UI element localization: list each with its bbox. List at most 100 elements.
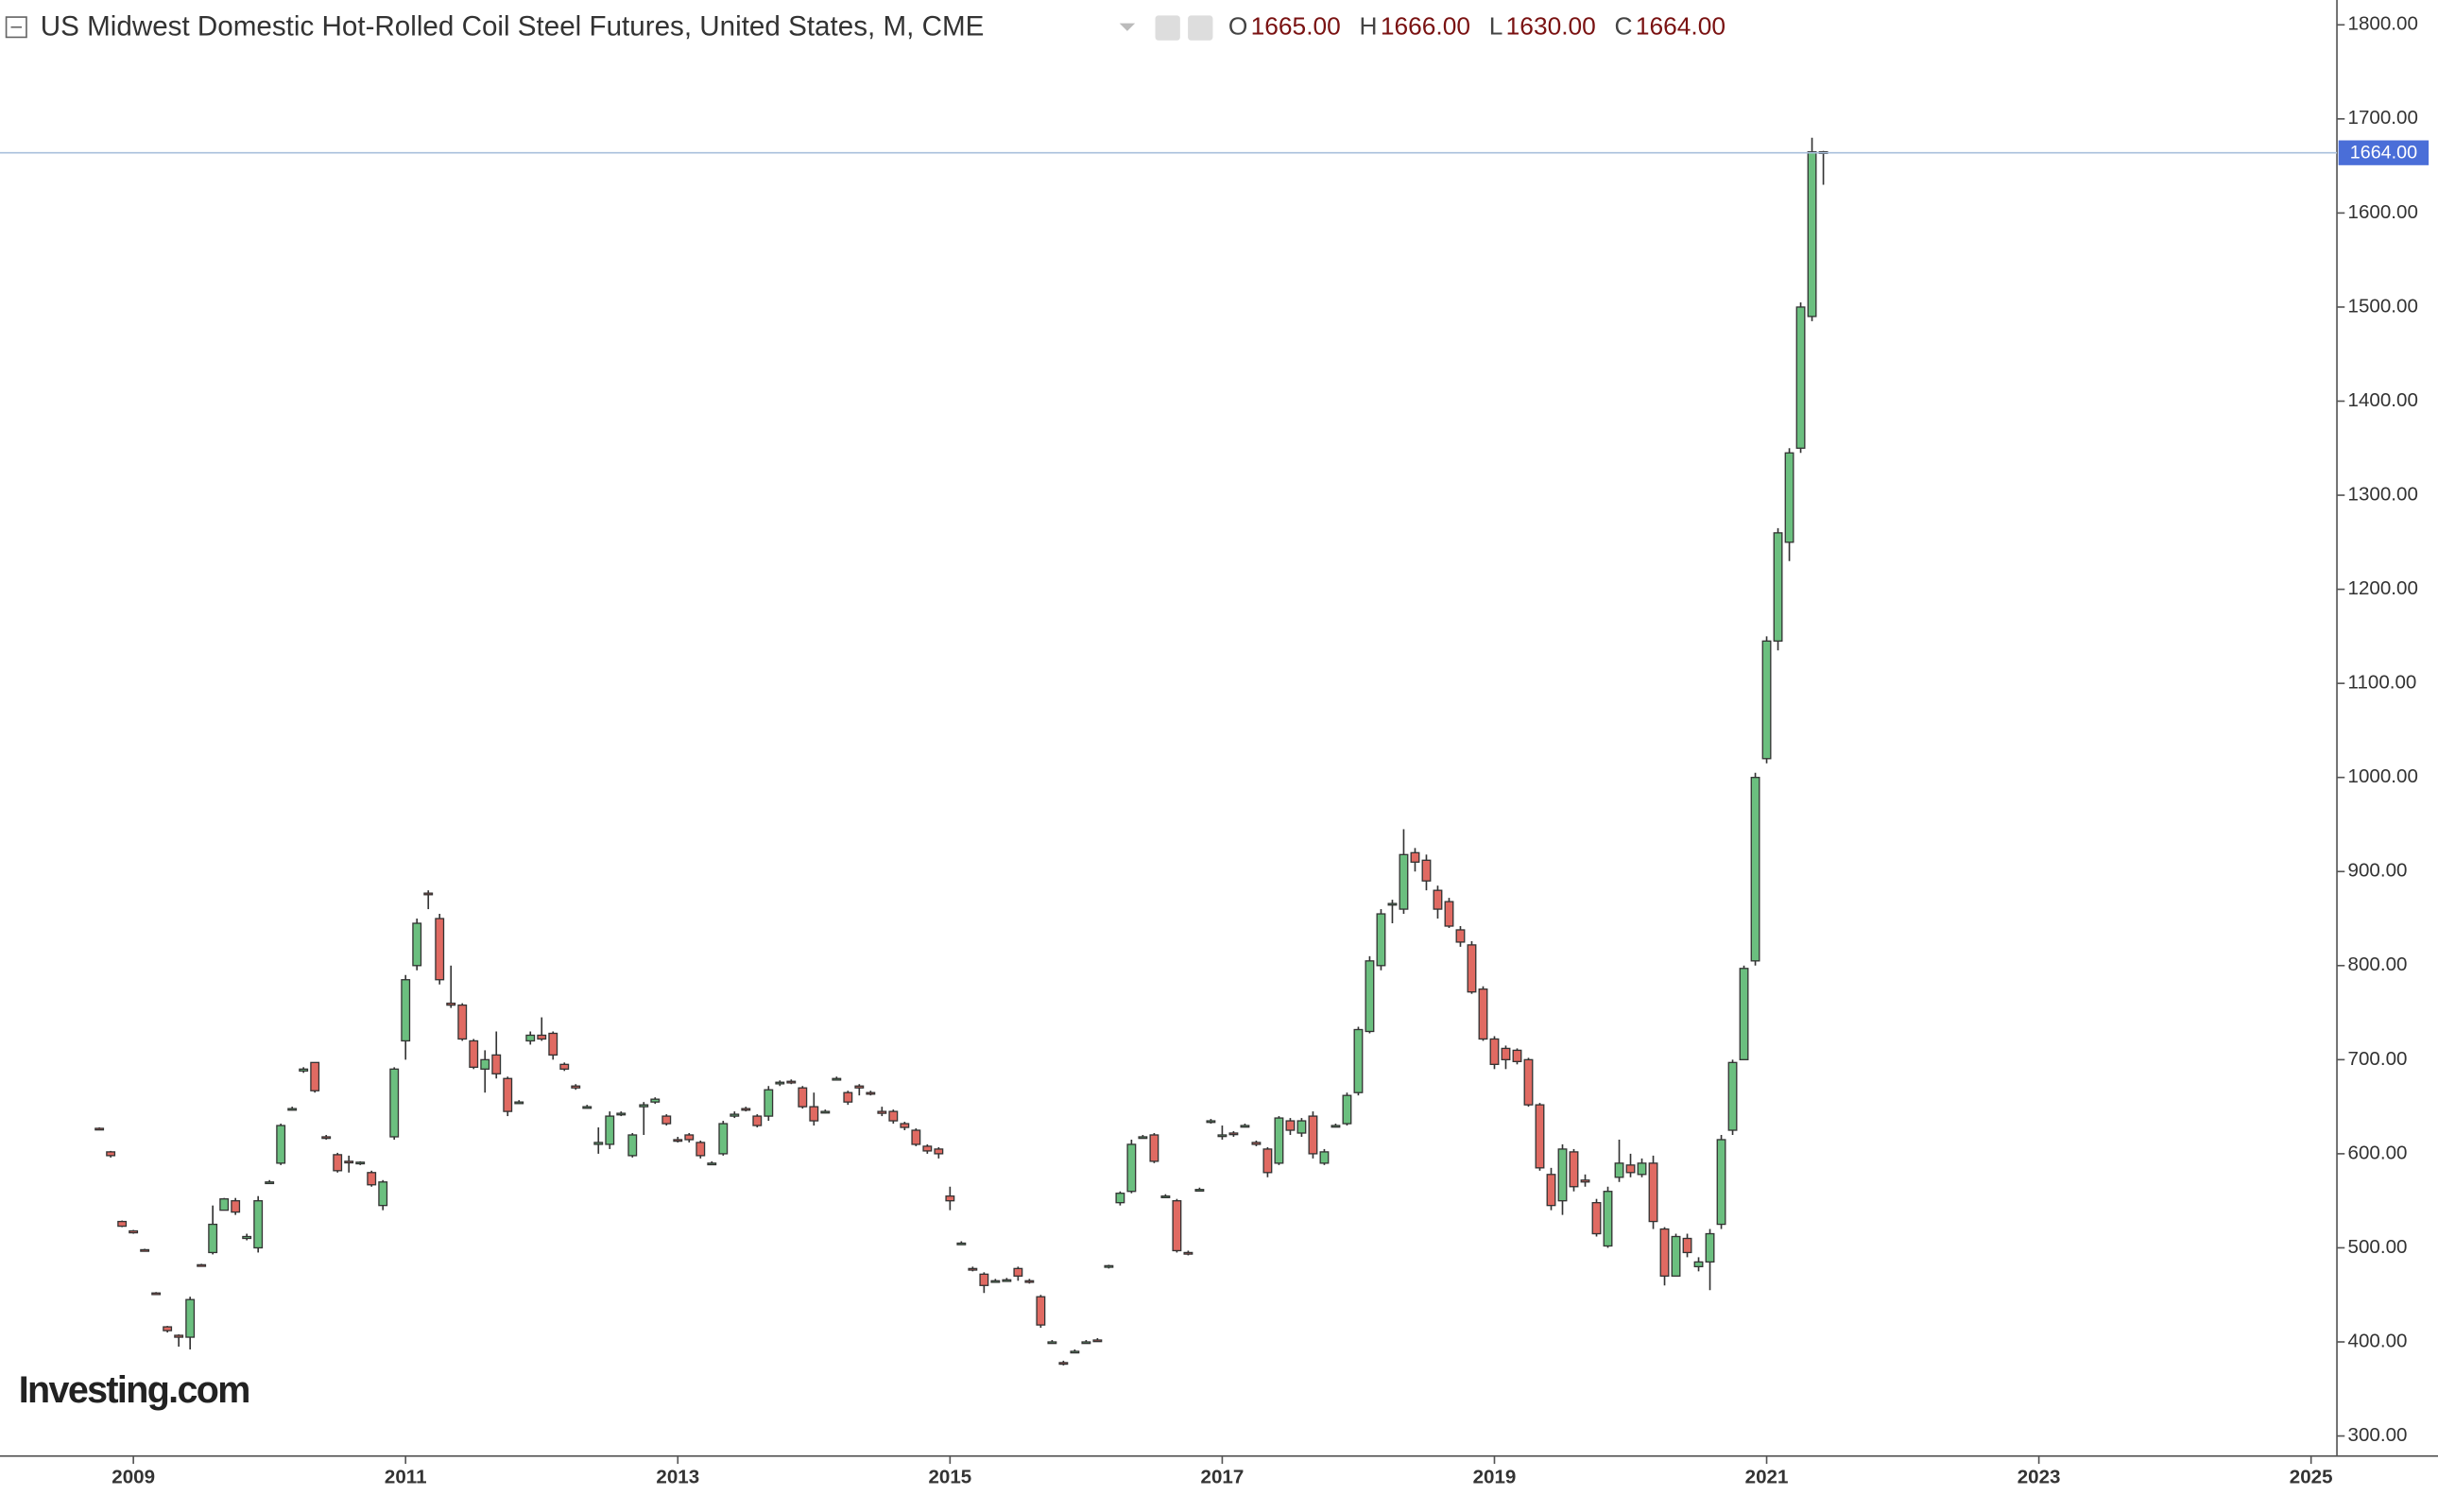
y-tick-label: 1800.00: [2348, 13, 2418, 35]
candle-body: [1603, 1191, 1613, 1247]
candle-body: [832, 1077, 842, 1081]
candle-body: [1773, 532, 1783, 643]
visibility-button[interactable]: [1155, 15, 1180, 41]
candle-body: [752, 1115, 763, 1126]
settings-button[interactable]: [1188, 15, 1213, 41]
candle-body: [707, 1162, 717, 1166]
candle-body: [741, 1108, 751, 1111]
candle-body: [151, 1292, 162, 1296]
candle-body: [1274, 1117, 1284, 1164]
candle-body: [650, 1098, 661, 1103]
candle-body: [1047, 1341, 1057, 1345]
candle-body: [1228, 1132, 1239, 1136]
candle-body: [446, 1002, 456, 1006]
candle-body: [1433, 889, 1443, 910]
candle-body: [1523, 1058, 1534, 1106]
candle-body: [1251, 1142, 1262, 1145]
candle-body: [163, 1326, 173, 1332]
candle-body: [469, 1040, 479, 1068]
candle-body: [1682, 1237, 1692, 1254]
candle-body: [1149, 1134, 1159, 1162]
candle-body: [809, 1106, 819, 1122]
candle-body: [582, 1106, 592, 1109]
candle-body: [1217, 1134, 1228, 1138]
y-tick-label: 600.00: [2348, 1142, 2408, 1163]
candle-body: [1285, 1120, 1296, 1131]
candle-body: [548, 1032, 558, 1057]
x-tick-label: 2025: [2290, 1466, 2333, 1487]
candle-body: [491, 1054, 502, 1074]
candle-body: [1580, 1179, 1590, 1183]
candle-body: [1353, 1028, 1364, 1093]
candle-body: [1591, 1202, 1602, 1235]
candle-body: [1671, 1235, 1681, 1277]
candle-body: [117, 1220, 128, 1228]
y-tick-label: 400.00: [2348, 1330, 2408, 1351]
candle-body: [956, 1242, 967, 1246]
candle-body: [423, 892, 434, 896]
candle-body: [537, 1034, 547, 1040]
candle-body: [673, 1139, 683, 1143]
candle-body: [1761, 640, 1772, 760]
candle-body: [1296, 1120, 1307, 1134]
x-tick-label: 2017: [1201, 1466, 1245, 1487]
candle-body: [1750, 777, 1760, 962]
candle-body: [1092, 1339, 1103, 1343]
candle-body: [1183, 1251, 1193, 1255]
candle-body: [1115, 1193, 1125, 1204]
candle-body: [798, 1087, 808, 1108]
candle-body: [1036, 1296, 1046, 1326]
candle-body: [627, 1134, 638, 1157]
candle-body: [1614, 1162, 1624, 1178]
candle-body: [1569, 1151, 1579, 1188]
candle-body: [1637, 1162, 1647, 1176]
legend-key: O: [1228, 12, 1247, 41]
candle-body: [1467, 944, 1477, 993]
candle-body: [231, 1200, 241, 1213]
last-price-label: 1664.00: [2350, 143, 2417, 163]
candle-body: [1002, 1279, 1012, 1282]
candle-body: [129, 1229, 139, 1234]
candle-body: [1399, 853, 1409, 910]
candle-body: [968, 1267, 978, 1271]
candle-body: [661, 1115, 672, 1125]
candle-body: [945, 1195, 955, 1202]
dropdown-caret[interactable]: [1119, 23, 1136, 31]
candle-body: [1512, 1049, 1522, 1062]
candle-body: [1739, 968, 1749, 1061]
x-tick-label: 2013: [656, 1466, 699, 1487]
candle-body: [1795, 306, 1806, 449]
candle-body: [1444, 901, 1454, 927]
candle-body: [1727, 1061, 1738, 1131]
candle-body: [457, 1004, 468, 1040]
candle-body: [287, 1108, 298, 1111]
candle-body: [1058, 1362, 1069, 1366]
candle-body: [412, 922, 422, 967]
y-tick-label: 900.00: [2348, 860, 2408, 882]
candle-body: [1557, 1148, 1568, 1202]
candle-body: [480, 1058, 490, 1070]
candle-body: [1013, 1267, 1023, 1277]
candle-body: [1070, 1350, 1080, 1354]
y-tick-label: 1400.00: [2348, 389, 2418, 411]
candle-body: [922, 1145, 933, 1152]
candle-body: [503, 1077, 513, 1112]
candle-body: [1501, 1047, 1511, 1061]
legend-value: 1665.00: [1251, 12, 1341, 41]
candle-body: [1716, 1139, 1726, 1226]
candle-body: [1081, 1341, 1091, 1345]
candle-body: [990, 1280, 1001, 1283]
candle-body: [559, 1063, 570, 1070]
candle-body: [730, 1113, 740, 1117]
candle-body: [1194, 1189, 1205, 1193]
candle-body: [265, 1181, 275, 1185]
y-tick-label: 700.00: [2348, 1048, 2408, 1070]
candle-body: [1489, 1038, 1500, 1065]
candle-body: [1376, 913, 1386, 967]
candle-body: [1705, 1232, 1715, 1263]
candle-body: [888, 1110, 899, 1122]
candle-body: [1319, 1151, 1330, 1164]
candle-body: [820, 1110, 831, 1114]
candle-body: [786, 1080, 797, 1084]
